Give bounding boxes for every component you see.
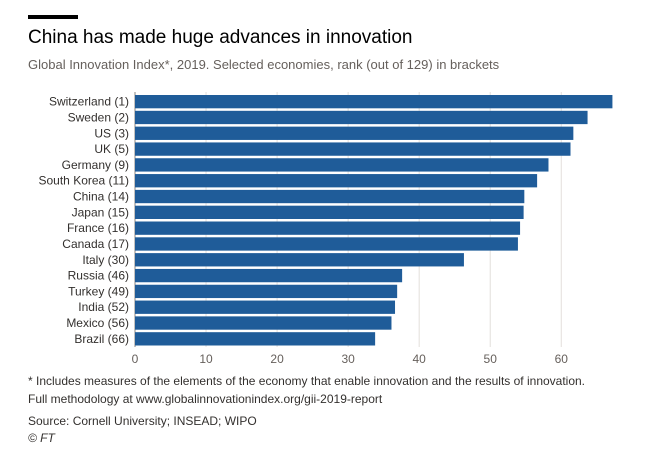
bar xyxy=(135,110,588,125)
x-tick-label: 30 xyxy=(341,352,355,366)
x-tick-label: 50 xyxy=(484,352,498,366)
footnote-definition: * Includes measures of the elements of t… xyxy=(28,374,586,388)
category-label: UK (5) xyxy=(94,142,129,156)
bar xyxy=(135,316,392,330)
category-label: India (52) xyxy=(78,300,129,314)
category-label: France (16) xyxy=(67,221,129,235)
bar xyxy=(135,142,571,156)
bar xyxy=(135,174,538,188)
category-label: Brazil (66) xyxy=(74,332,129,346)
top-rule xyxy=(28,15,78,19)
chart-subtitle: Global Innovation Index*, 2019. Selected… xyxy=(28,57,500,72)
bar-chart: 0 10 20 30 40 50 60 Switzerland (1)Sweden (2) US… xyxy=(39,92,613,366)
category-label: Germany (9) xyxy=(62,158,129,172)
category-label: Canada (17) xyxy=(62,237,129,251)
category-label: Turkey (49) xyxy=(68,284,129,298)
bar xyxy=(135,205,524,219)
bar xyxy=(135,253,464,267)
category-label: Italy (30) xyxy=(82,253,129,267)
footnote-methodology: Full methodology at www.globalinnovation… xyxy=(28,392,383,406)
bar xyxy=(135,237,518,251)
bar xyxy=(135,221,521,235)
x-tick-label: 20 xyxy=(270,352,284,366)
copyright-note: © FT xyxy=(28,431,55,445)
category-label: Switzerland (1) xyxy=(49,95,129,109)
chart-title: China has made huge advances in innovati… xyxy=(28,27,413,48)
category-label: Sweden (2) xyxy=(68,110,129,124)
category-label: Japan (15) xyxy=(72,205,129,219)
bar xyxy=(135,189,525,204)
x-tick-label: 10 xyxy=(199,352,213,366)
bar xyxy=(135,158,549,172)
category-label: US (3) xyxy=(94,126,129,140)
category-label: China (14) xyxy=(73,190,129,204)
bar xyxy=(135,332,376,346)
bar xyxy=(135,268,403,283)
bar xyxy=(135,95,613,109)
category-label: Mexico (56) xyxy=(66,316,129,330)
bar xyxy=(135,126,574,140)
x-tick-label: 0 xyxy=(132,352,139,366)
bar xyxy=(135,284,398,299)
source-note: Source: Cornell University; INSEAD; WIPO xyxy=(28,414,257,428)
category-label: South Korea (11) xyxy=(39,174,130,188)
category-label: Russia (46) xyxy=(68,269,129,283)
bar xyxy=(135,300,396,314)
x-tick-label: 40 xyxy=(412,352,426,366)
x-tick-label: 60 xyxy=(555,352,569,366)
